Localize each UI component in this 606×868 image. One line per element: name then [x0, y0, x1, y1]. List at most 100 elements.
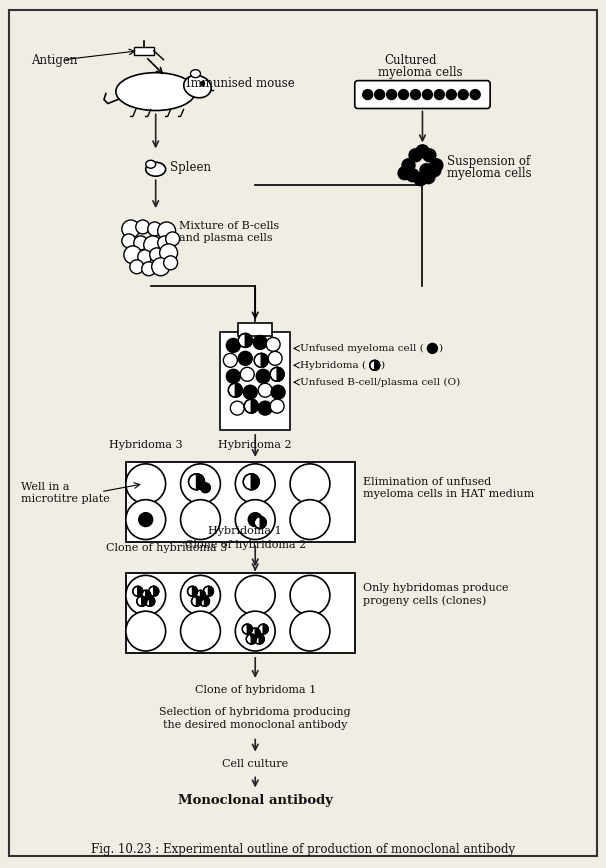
Circle shape	[255, 635, 264, 644]
Circle shape	[250, 628, 260, 638]
Circle shape	[187, 586, 198, 596]
Circle shape	[402, 159, 415, 172]
Circle shape	[270, 367, 284, 381]
Polygon shape	[145, 590, 151, 601]
Polygon shape	[204, 596, 210, 606]
Circle shape	[158, 236, 171, 250]
Circle shape	[409, 148, 422, 161]
Circle shape	[235, 611, 275, 651]
Ellipse shape	[184, 76, 211, 98]
Circle shape	[201, 82, 204, 86]
Text: Spleen: Spleen	[170, 161, 211, 174]
Text: the desired monoclonal antibody: the desired monoclonal antibody	[163, 720, 347, 730]
Bar	[126, 462, 355, 542]
Circle shape	[422, 171, 435, 184]
Circle shape	[238, 333, 252, 347]
Ellipse shape	[145, 161, 156, 168]
Polygon shape	[196, 596, 201, 606]
Circle shape	[136, 220, 150, 233]
Ellipse shape	[116, 73, 196, 110]
Circle shape	[145, 596, 155, 606]
Circle shape	[414, 173, 427, 186]
Circle shape	[158, 222, 176, 240]
Circle shape	[256, 369, 270, 384]
Circle shape	[398, 167, 411, 180]
Text: Antigen: Antigen	[32, 54, 78, 67]
Circle shape	[142, 262, 156, 276]
Circle shape	[270, 399, 284, 413]
Circle shape	[148, 586, 159, 596]
Text: myeloma cells in HAT medium: myeloma cells in HAT medium	[363, 489, 534, 499]
Circle shape	[191, 596, 201, 606]
Circle shape	[406, 168, 419, 181]
Bar	[126, 574, 355, 653]
Circle shape	[258, 401, 272, 415]
Text: ): )	[438, 344, 442, 353]
Circle shape	[235, 500, 275, 540]
Circle shape	[447, 89, 456, 100]
Circle shape	[258, 384, 272, 398]
Circle shape	[204, 586, 213, 596]
Polygon shape	[375, 360, 379, 371]
Circle shape	[242, 624, 252, 635]
Text: Clone of hybridoma 1: Clone of hybridoma 1	[195, 685, 316, 695]
Circle shape	[246, 635, 256, 644]
Circle shape	[124, 246, 142, 264]
Polygon shape	[154, 586, 159, 596]
Circle shape	[126, 575, 165, 615]
Polygon shape	[259, 635, 264, 644]
Polygon shape	[277, 367, 284, 381]
Circle shape	[122, 233, 136, 248]
Circle shape	[363, 89, 373, 100]
Text: Hybridoma 1: Hybridoma 1	[208, 526, 282, 536]
Polygon shape	[263, 624, 268, 635]
Circle shape	[199, 596, 210, 606]
Circle shape	[422, 89, 433, 100]
Circle shape	[268, 352, 282, 365]
Polygon shape	[251, 399, 258, 413]
Circle shape	[181, 500, 221, 540]
Polygon shape	[255, 628, 260, 638]
Polygon shape	[138, 586, 143, 596]
Circle shape	[238, 352, 252, 365]
Polygon shape	[251, 474, 259, 490]
Circle shape	[235, 464, 275, 503]
Circle shape	[188, 474, 204, 490]
Text: progeny cells (clones): progeny cells (clones)	[363, 595, 486, 606]
Circle shape	[137, 596, 147, 606]
Circle shape	[230, 401, 244, 415]
Text: microtitre plate: microtitre plate	[21, 494, 110, 503]
Circle shape	[427, 344, 438, 353]
Circle shape	[435, 89, 444, 100]
Circle shape	[144, 236, 162, 253]
Circle shape	[399, 89, 408, 100]
Circle shape	[253, 335, 267, 350]
Circle shape	[244, 399, 258, 413]
Polygon shape	[251, 635, 256, 644]
Circle shape	[228, 384, 242, 398]
Circle shape	[139, 513, 153, 527]
Circle shape	[138, 250, 152, 264]
Text: Immunised mouse: Immunised mouse	[185, 76, 295, 89]
Circle shape	[196, 590, 205, 601]
Polygon shape	[260, 516, 266, 529]
Circle shape	[201, 483, 210, 493]
Circle shape	[255, 516, 266, 529]
Polygon shape	[221, 332, 290, 430]
Circle shape	[387, 89, 396, 100]
Circle shape	[410, 89, 421, 100]
Circle shape	[243, 474, 259, 490]
Text: Only hybridomas produce: Only hybridomas produce	[363, 583, 508, 594]
Circle shape	[266, 338, 280, 352]
Circle shape	[290, 464, 330, 503]
Circle shape	[159, 244, 178, 262]
Circle shape	[241, 367, 255, 381]
Circle shape	[423, 148, 436, 161]
Ellipse shape	[145, 162, 165, 176]
Circle shape	[148, 222, 162, 236]
Polygon shape	[193, 586, 198, 596]
Circle shape	[258, 624, 268, 635]
Text: Selection of hybridoma producing: Selection of hybridoma producing	[159, 707, 351, 717]
Circle shape	[416, 145, 429, 158]
Text: Mixture of B-cells: Mixture of B-cells	[179, 221, 279, 231]
